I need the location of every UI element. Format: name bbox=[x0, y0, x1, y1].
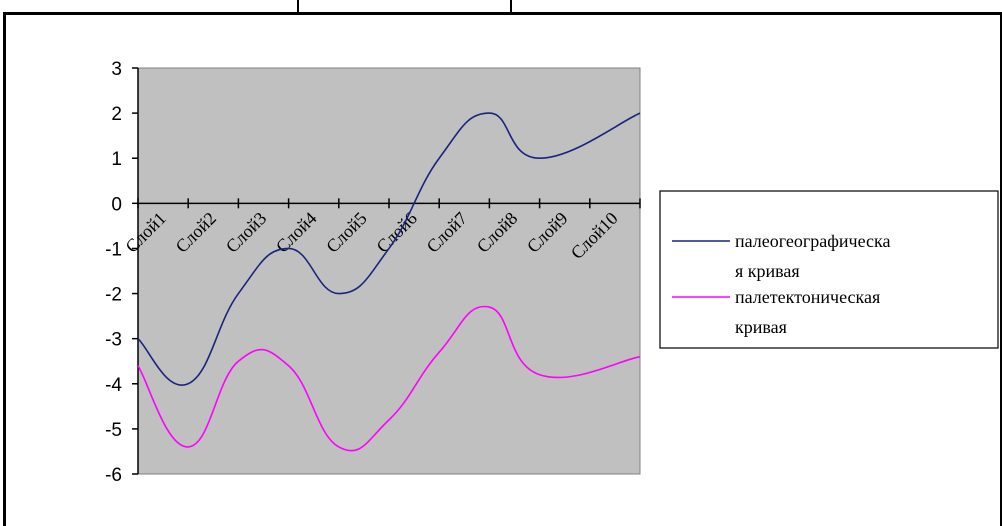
series-line-2 bbox=[137, 305, 641, 452]
y-tick-label: -5 bbox=[105, 420, 122, 441]
y-tick-label: -2 bbox=[105, 285, 122, 306]
legend-label: кривая bbox=[735, 317, 787, 337]
y-tick-label: -6 bbox=[105, 465, 122, 486]
series-layer bbox=[137, 112, 641, 452]
series-line-1 bbox=[137, 112, 641, 386]
legend-label: я кривая bbox=[735, 261, 800, 281]
y-axis: 3 2 1 0 -1 -2 -3 -4 -5 -6 bbox=[105, 59, 139, 486]
y-tick-label: -3 bbox=[105, 330, 122, 351]
top-tab bbox=[297, 0, 512, 12]
plot-area bbox=[137, 67, 641, 475]
y-tick-label: -4 bbox=[105, 375, 122, 396]
y-tick-label: 1 bbox=[111, 149, 122, 170]
legend-box bbox=[659, 190, 999, 349]
legend: палеогеографическа я кривая палетектоничес… bbox=[659, 190, 999, 349]
legend-label: палеогеографическа bbox=[735, 231, 891, 251]
y-tick-label: 3 bbox=[111, 59, 122, 80]
y-tick-label: -1 bbox=[105, 239, 122, 260]
chart-border bbox=[3, 12, 1002, 526]
y-tick-label: 0 bbox=[111, 194, 122, 215]
legend-label: палетектоническая bbox=[735, 287, 880, 307]
y-tick-label: 2 bbox=[111, 104, 122, 125]
